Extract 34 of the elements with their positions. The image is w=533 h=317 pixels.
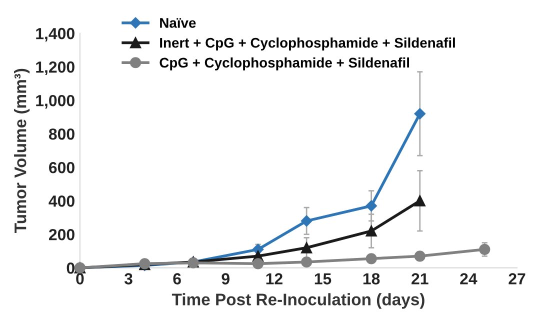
point	[479, 244, 490, 255]
y-tick-label: 600	[49, 162, 74, 174]
point	[366, 200, 377, 212]
y-tick-label: 400	[48, 195, 74, 207]
y-tick-label: 800	[48, 128, 74, 140]
x-tick-label: 6	[173, 273, 181, 284]
point	[252, 258, 264, 270]
x-tick-label: 15	[314, 273, 332, 284]
point	[301, 242, 312, 254]
y-tick-label: 1,000	[36, 94, 74, 109]
x-tick-label: 21	[412, 273, 428, 284]
point	[414, 108, 426, 120]
point	[414, 195, 426, 206]
point	[366, 225, 377, 237]
legend-label: Inert + CpG + Cyclophosphamide + Sildenafil	[160, 38, 455, 50]
point	[301, 256, 312, 268]
x-tick-label: 3	[124, 273, 132, 284]
y-axis-title: Tumor Volume (mm³)	[14, 68, 30, 233]
point	[414, 250, 426, 262]
x-tick-label: 24	[460, 273, 478, 284]
x-tick-label: 27	[508, 273, 526, 284]
y-tick-label: 0	[66, 262, 74, 274]
x-axis-title: Time Post Re-Inoculation (days)	[172, 293, 424, 309]
y-tick-label: 1,400	[36, 28, 74, 42]
x-tick-label: 18	[363, 273, 380, 284]
x-tick-label: 0	[76, 273, 84, 284]
point	[300, 215, 312, 227]
y-tick-label: 1,200	[36, 61, 74, 76]
point	[366, 253, 377, 264]
x-tick-label: 12	[266, 273, 282, 284]
y-tick-label: 200	[48, 228, 74, 240]
legend-label: CpG + Cyclophosphamide + Sildenafil	[160, 57, 409, 70]
legend-label: Naïve	[160, 18, 196, 28]
x-tick-label: 9	[222, 273, 230, 284]
